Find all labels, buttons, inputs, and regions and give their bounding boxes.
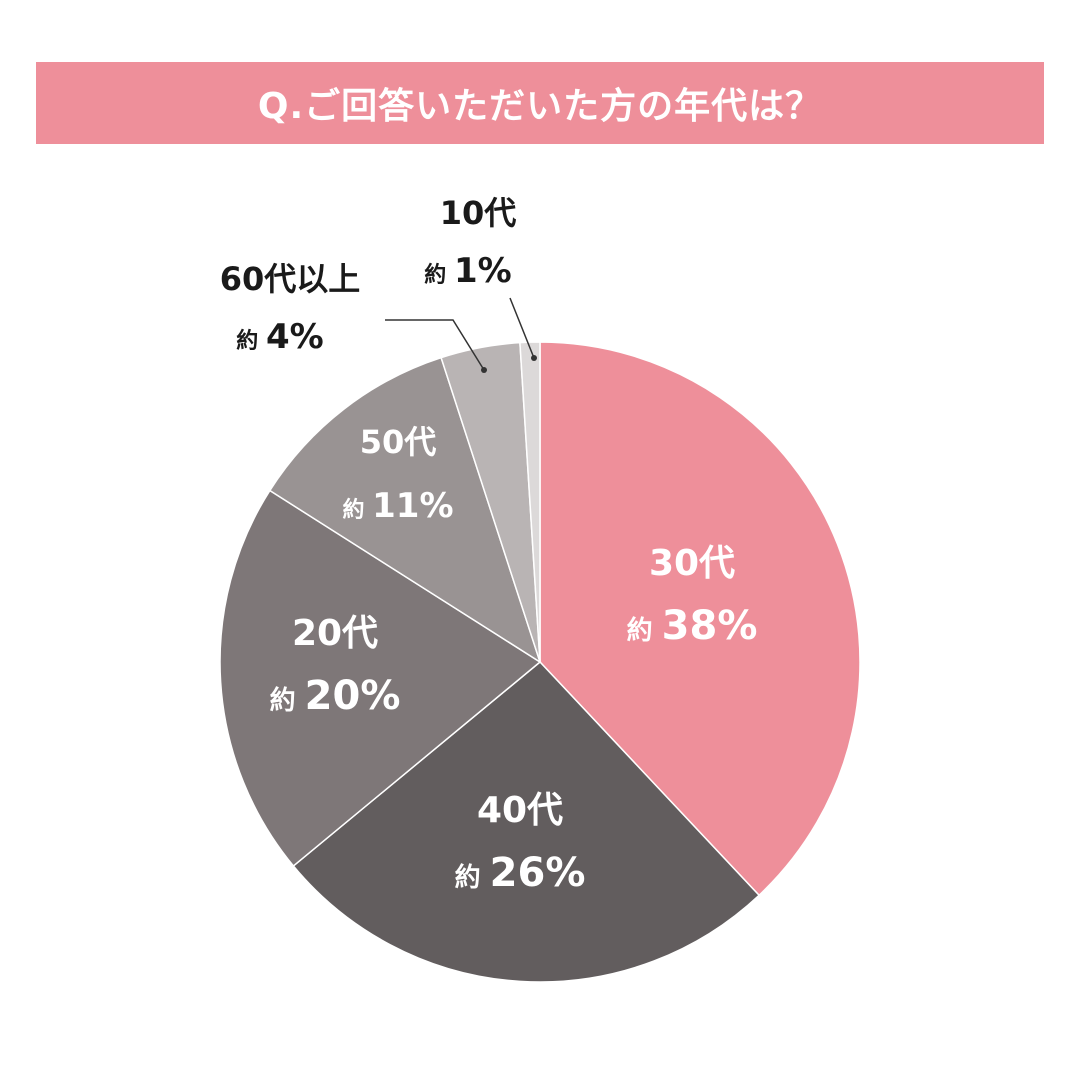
slice-percent-1-value: 26% xyxy=(490,850,586,896)
slice-label-0: 30代 xyxy=(649,543,735,584)
slice-percent-2: 約 20% xyxy=(270,673,401,719)
leader-dot-4 xyxy=(481,367,487,373)
slice-percent-1-approx: 約 xyxy=(455,862,490,893)
slice-percent-2-approx: 約 xyxy=(270,685,305,716)
slice-label-4: 60代以上 xyxy=(220,260,361,298)
slice-percent-3: 約 11% xyxy=(342,486,453,526)
slice-label-3: 50代 xyxy=(360,423,437,461)
slice-percent-5-approx: 約 xyxy=(424,262,454,288)
leader-dot-5 xyxy=(531,355,537,361)
slice-percent-3-value: 11% xyxy=(372,486,453,526)
title-bar: Q.ご回答いただいた方の年代は？ xyxy=(36,62,1044,144)
leader-line-4 xyxy=(385,319,485,371)
pie-slice-5 xyxy=(519,341,541,663)
slice-percent-4: 約 4% xyxy=(236,317,323,357)
slice-percent-1: 約 26% xyxy=(455,850,586,896)
slice-percent-4-value: 4% xyxy=(266,317,324,357)
leader-line-5 xyxy=(509,297,535,359)
slice-label-1: 40代 xyxy=(477,790,563,831)
slice-label-2: 20代 xyxy=(292,613,378,654)
pie-slice-3 xyxy=(268,356,542,664)
slice-percent-0: 約 38% xyxy=(627,603,758,649)
slice-percent-4-approx: 約 xyxy=(236,328,266,354)
slice-percent-2-value: 20% xyxy=(305,673,401,719)
slice-percent-0-value: 38% xyxy=(662,603,758,649)
pie-slice-0 xyxy=(539,341,861,897)
chart-title: Q.ご回答いただいた方の年代は？ xyxy=(257,86,823,127)
slice-label-5: 10代 xyxy=(440,194,517,232)
slice-percent-5: 約 1% xyxy=(424,251,511,291)
slice-percent-5-value: 1% xyxy=(454,251,512,291)
pie-slice-1 xyxy=(292,660,761,983)
slice-percent-3-approx: 約 xyxy=(342,497,372,523)
pie-slice-2 xyxy=(219,489,542,868)
slice-percent-0-approx: 約 xyxy=(627,615,662,646)
